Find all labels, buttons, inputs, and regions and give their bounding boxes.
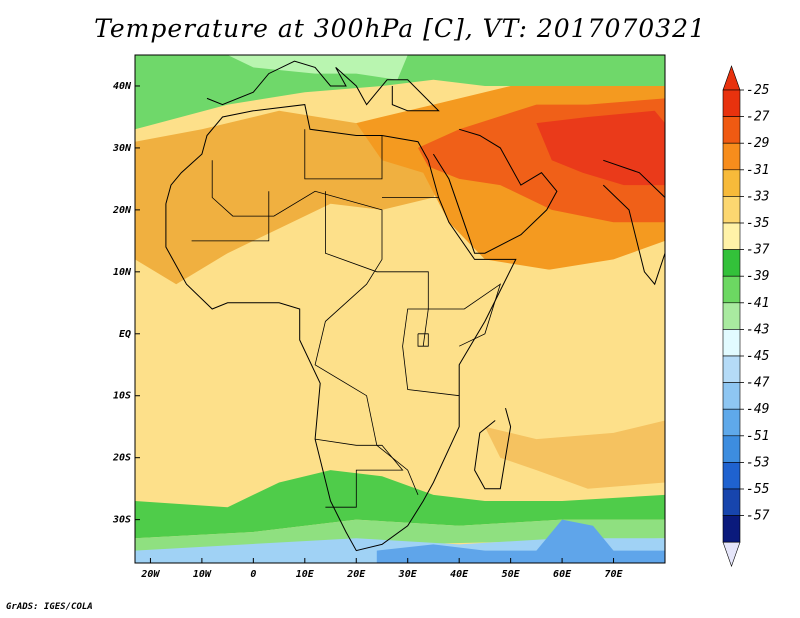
lon-tick-label: 50E [502,569,521,580]
colorbar-label: -43 [746,322,769,337]
lat-tick-label: 10N [113,267,132,278]
field-northern-green-band [135,55,665,130]
colorbar-label: -55 [746,482,770,497]
coastline-india [602,159,665,286]
colorbar-label: -35 [746,216,770,231]
field-central-yellow [135,240,665,458]
border-6 [315,438,404,508]
colorbar-label: -57 [746,509,770,524]
colorbar-segment [722,222,741,250]
lon-tick-label: 0 [250,569,256,580]
lon-tick-label: 20W [140,569,160,580]
lon-tick-label: 10E [296,569,315,580]
border-3 [191,191,270,242]
lon-tick-label: 20E [346,569,366,580]
lon-tick-label: 10W [193,569,212,580]
lat-tick-label: 20S [112,453,131,464]
latitude-axis: 40N 30N 20N 10N EQ 10S 20S 30S [112,81,140,526]
colorbar-label: -49 [746,402,769,417]
colorbar-bottom-arrow [722,541,741,568]
colorbar-segment [722,329,741,357]
colorbar-segment [722,382,741,410]
lon-tick-label: 60E [553,569,572,580]
colorbar-segment [722,435,741,463]
lon-tick-label: 30E [398,569,418,580]
grads-credit: GrADS: IGES/COLA [6,602,93,612]
colorbar-top-arrow [722,65,741,91]
temperature-field-layer [135,55,665,563]
coastline-africa-coastline [165,104,517,552]
field-southern-green [135,470,665,539]
field-mideast-red [536,110,665,186]
lon-tick-label: 40E [450,569,469,580]
field-indian-ocean-orange [484,420,665,489]
colorbar-label: -53 [746,455,769,470]
colorbar-label: -31 [746,163,769,178]
lake-victoria [417,333,429,347]
lat-tick-label: 10S [113,391,131,402]
colorbar-segment [722,116,741,144]
border-2 [304,129,383,180]
colorbar-segment [722,408,741,437]
lat-tick-label: 20N [112,205,132,216]
lon-tick-label: 70E [605,569,624,580]
colorbar-label: -29 [746,136,769,151]
colorbar-label: -37 [746,243,770,258]
colorbar-segment [722,169,741,197]
border-1 [211,160,419,496]
colorbar-segment [722,515,741,543]
colorbar-label: -51 [746,429,769,444]
coastline-arabia [432,128,558,254]
colorbar: -25 -27 -29 -31 -33 -35 -37 -39 -41 -43 -45 -47 -49 -… [722,65,770,568]
colorbar-label: -45 [746,349,770,364]
colorbar-segment [722,249,741,277]
longitude-axis: 20W 10W 0 10E 20E 30E 40E 50E 60E 70E [140,558,624,580]
field-mediterranean-light [227,55,408,80]
colorbar-label: -47 [746,376,770,391]
colorbar-segment [722,488,741,516]
colorbar-segment [722,275,741,304]
colorbar-segment [722,302,741,330]
colorbar-label: -27 [746,110,770,125]
chart-title: Temperature at 300hPa [C], VT: 201707032… [94,14,706,43]
colorbar-label: -41 [746,296,769,311]
coastline-europe-south [206,60,440,112]
coastline-madagascar [474,407,512,490]
colorbar-segment [722,89,741,117]
lat-tick-label: 40N [113,81,132,92]
colorbar-segment [722,462,741,490]
colorbar-label: -39 [746,269,769,284]
field-southern-blue [376,519,665,563]
coastline-layer [165,60,665,552]
field-southern-lightgreen [135,519,665,551]
border-7 [422,283,502,347]
colorbar-label: -33 [746,189,769,204]
colorbar-segment [722,355,741,383]
colorbar-segment [722,142,741,171]
colorbar-label: -25 [746,83,770,98]
map-frame [134,54,666,564]
lat-tick-label: 30S [112,515,131,526]
colorbar-segment [722,196,741,224]
lat-tick-label: EQ [119,329,131,340]
lat-tick-label: 30N [112,143,132,154]
